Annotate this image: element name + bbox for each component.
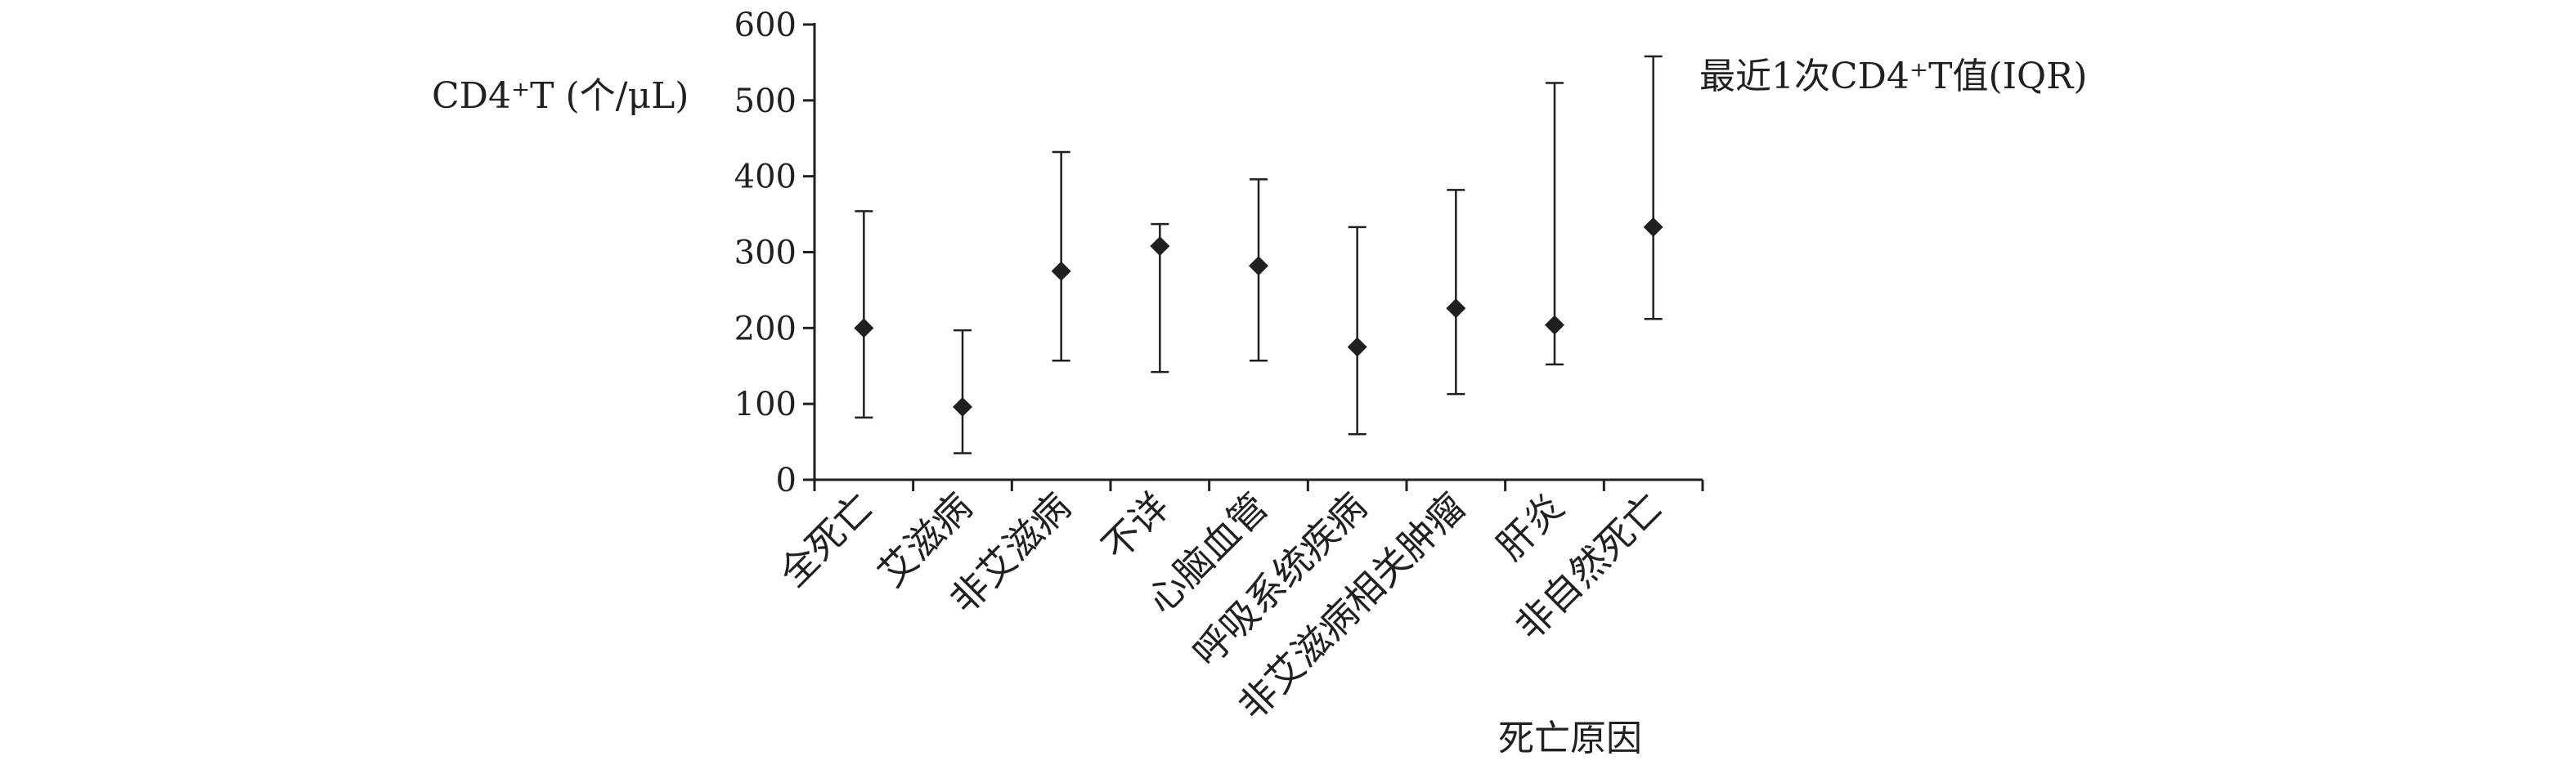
legend-label: 最近1次CD4⁺T值(IQR) — [1699, 56, 2087, 97]
y-axis-ticks: 0 100 200 300 400 500 600 — [734, 7, 815, 499]
median-point — [1347, 337, 1367, 357]
y-tick-label: 400 — [734, 159, 797, 196]
median-point — [1446, 298, 1466, 319]
median-point — [1545, 315, 1564, 335]
x-tick-label: 肝炎 — [1488, 485, 1573, 569]
median-point — [1150, 236, 1170, 257]
median-point — [953, 396, 972, 417]
x-tick-label: 全死亡 — [770, 485, 882, 596]
median-point — [1249, 256, 1268, 276]
y-tick-label: 200 — [734, 310, 797, 347]
y-axis-title: CD4⁺T (个/μL) — [432, 75, 689, 117]
error-bars — [854, 55, 1663, 454]
y-tick-label: 100 — [734, 386, 797, 423]
median-point — [1051, 261, 1071, 281]
median-point — [854, 318, 874, 338]
y-tick-label: 600 — [734, 7, 797, 44]
y-tick-label: 300 — [734, 235, 797, 272]
median-point — [1643, 217, 1663, 237]
y-tick-label: 0 — [776, 462, 797, 499]
y-tick-label: 500 — [734, 83, 797, 120]
x-axis-title: 死亡原因 — [1498, 718, 1642, 759]
x-tick-label: 不详 — [1093, 485, 1178, 569]
